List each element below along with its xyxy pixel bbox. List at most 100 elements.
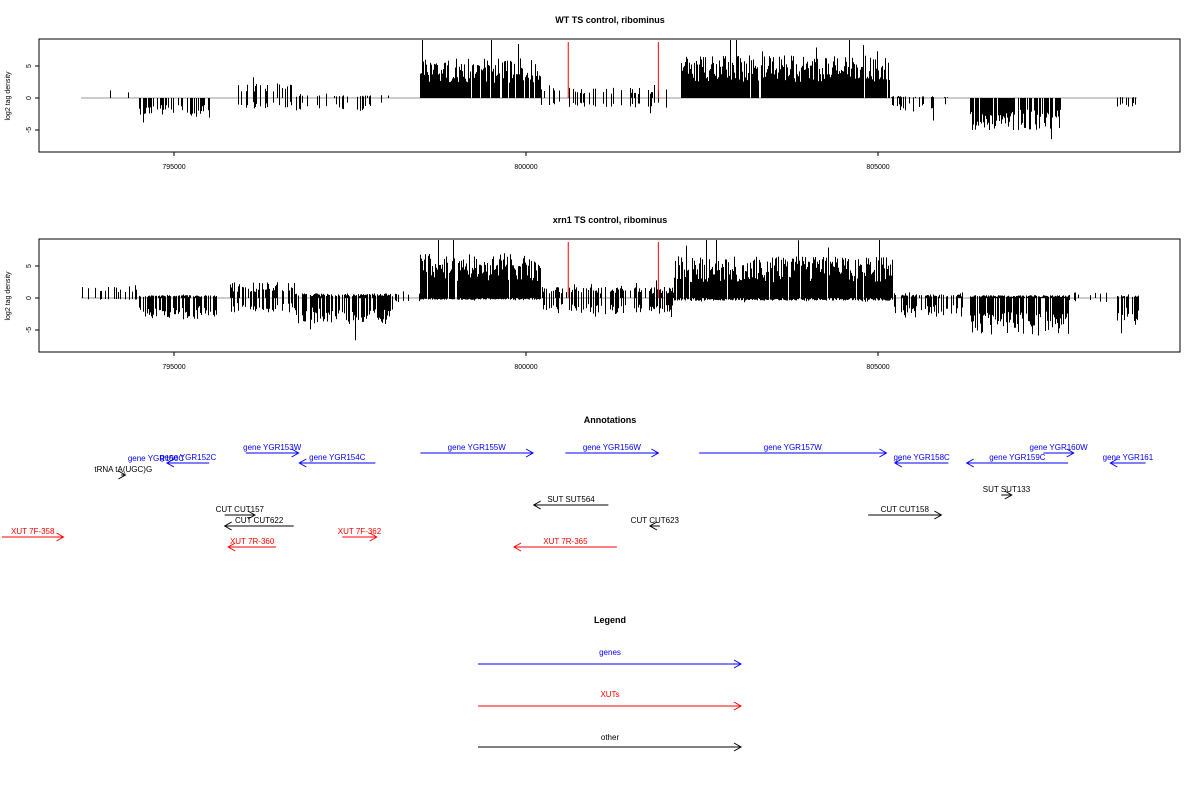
annotation-gene-9: gene YGR161 [1103, 453, 1154, 468]
annotations-title: Annotations [584, 415, 637, 425]
annotation-xut-18: XUT 7F-362 [338, 527, 382, 542]
xrn1-y-tick-label-neg5: -5 [26, 327, 33, 333]
wt-y-tick-label-0: 0 [26, 96, 33, 100]
annotation-gene-5: gene YGR152C [160, 453, 217, 468]
annotation-gene-7: gene YGR158C [893, 453, 950, 468]
legend-panel: Legend genes XUTs other [478, 615, 743, 752]
annotation-label: XUT 7F-358 [11, 527, 55, 536]
annotation-arrowhead [227, 542, 236, 552]
annotation-other-10: tRNA tA(UGC)G [94, 465, 152, 480]
annotation-label: CUT CUT623 [631, 516, 680, 525]
annotation-other-13: CUT CUT157 [216, 505, 265, 520]
annotation-arrowhead [247, 510, 256, 520]
legend-label-xuts: XUTs [600, 690, 619, 699]
annotation-label: SUT SUT564 [547, 495, 595, 504]
legend-arrowhead-other [733, 742, 743, 752]
legend-title: Legend [594, 615, 626, 625]
annotation-arrowhead [369, 532, 378, 542]
annotation-arrowhead [513, 542, 522, 552]
annotation-overlap-label: gene YGR150C [128, 454, 185, 463]
annotation-xut-17: XUT 7F-358 [2, 527, 65, 542]
xrn1-marker-lines [567, 242, 659, 298]
annotation-arrowhead [651, 448, 660, 458]
legend-item-xuts: XUTs [478, 690, 743, 711]
wt-density-bars [110, 40, 1136, 140]
wt-track-title: WT TS control, ribominus [555, 15, 665, 25]
xrn1-x-tick-label-800000: 800000 [514, 364, 537, 371]
annotation-label: gene YGR158C [893, 453, 950, 462]
xrn1-x-tick-label-795000: 795000 [162, 364, 185, 371]
annotations-panel: Annotations gene YGR150C gene YGR153W gen… [2, 415, 1154, 552]
annotation-arrowhead [56, 532, 65, 542]
annotation-gene-8: gene YGR159C [965, 453, 1069, 468]
xrn1-x-tick-label-805000: 805000 [866, 364, 889, 371]
annotation-other-11: SUT SUT133 [983, 485, 1031, 500]
annotation-other-12: SUT SUT564 [532, 495, 609, 510]
xrn1-x-axis: 795000 800000 805000 [162, 351, 890, 371]
annotation-other-14: CUT CUT158 [868, 505, 943, 520]
annotation-arrowhead [893, 458, 903, 468]
annotation-label: gene YGR154C [309, 453, 366, 462]
annotation-arrowhead [1004, 490, 1013, 500]
annotation-arrowhead [1066, 448, 1075, 458]
annotation-other-15: CUT CUT622 [223, 516, 294, 531]
annotation-label: XUT 7R-365 [543, 537, 588, 546]
annotation-arrowhead [298, 458, 307, 468]
annotation-arrowhead [965, 458, 974, 468]
annotation-gene-6: gene YGR154C [298, 453, 376, 468]
wt-x-axis: 795000 800000 805000 [162, 151, 890, 171]
annotation-label: gene YGR157W [764, 443, 823, 452]
annotation-label: gene YGR161 [1103, 453, 1154, 462]
annotation-label: XUT 7R-360 [230, 537, 275, 546]
annotation-label: tRNA tA(UGC)G [94, 465, 152, 474]
annotation-arrowhead [165, 458, 175, 468]
annotation-label: XUT 7F-362 [338, 527, 382, 536]
annotation-arrows: gene YGR153W gene YGR155W gene YGR156W gene… [2, 443, 1154, 552]
annotation-arrowhead [1109, 458, 1118, 468]
annotation-arrowhead [648, 521, 658, 531]
wt-y-axis: -5 0 5 [26, 64, 40, 133]
xrn1-density-bars [82, 240, 1139, 341]
annotation-label: gene YGR155W [448, 443, 507, 452]
annotation-arrowhead [525, 448, 535, 458]
annotation-arrowhead [291, 448, 300, 458]
xrn1-plot-frame [38, 238, 1181, 353]
annotation-arrowhead [879, 448, 888, 458]
annotation-label: gene YGR156W [583, 443, 642, 452]
annotation-label: gene YGR159C [989, 453, 1046, 462]
legend-label-genes: genes [599, 648, 621, 657]
annotation-xut-19: XUT 7R-360 [227, 537, 277, 552]
xrn1-y-tick-label-0: 0 [26, 296, 33, 300]
annotation-label: SUT SUT133 [983, 485, 1031, 494]
wt-y-tick-label-5: 5 [26, 64, 33, 68]
annotation-gene-3: gene YGR157W [699, 443, 888, 458]
wt-x-tick-label-805000: 805000 [866, 164, 889, 171]
annotation-gene-1: gene YGR155W [420, 443, 535, 458]
wt-marker-lines [567, 42, 659, 98]
annotation-label: gene YGR153W [243, 443, 302, 452]
xrn1-track-panel: xrn1 TS control, ribominus log2 tag dens… [5, 215, 1181, 371]
xrn1-y-axis-label: log2 tag density [5, 271, 12, 321]
annotation-xut-20: XUT 7R-365 [513, 537, 617, 552]
xrn1-track-title: xrn1 TS control, ribominus [553, 215, 668, 225]
wt-y-axis-label: log2 tag density [5, 71, 12, 121]
wt-y-tick-label-neg5: -5 [26, 127, 33, 133]
annotation-arrowhead [118, 470, 127, 480]
legend-label-other: other [601, 733, 620, 742]
xrn1-y-tick-label-5: 5 [26, 264, 33, 268]
legend-arrowhead-genes [733, 659, 743, 669]
annotation-label: gene YGR152C [160, 453, 217, 462]
annotation-arrowhead [223, 521, 232, 531]
annotation-arrowhead [532, 500, 541, 510]
annotation-label: gene YGR160W [1030, 443, 1089, 452]
annotation-gene-2: gene YGR156W [565, 443, 660, 458]
xrn1-y-axis: -5 0 5 [26, 264, 40, 333]
annotation-other-16: CUT CUT623 [631, 516, 680, 531]
annotation-gene-4: gene YGR160W [1030, 443, 1089, 458]
annotation-label: CUT CUT158 [881, 505, 930, 514]
annotation-label: CUT CUT157 [216, 505, 265, 514]
legend-arrowhead-xuts [733, 701, 743, 711]
wt-x-tick-label-795000: 795000 [162, 164, 185, 171]
wt-track-panel: WT TS control, ribominus log2 tag densit… [5, 15, 1181, 171]
